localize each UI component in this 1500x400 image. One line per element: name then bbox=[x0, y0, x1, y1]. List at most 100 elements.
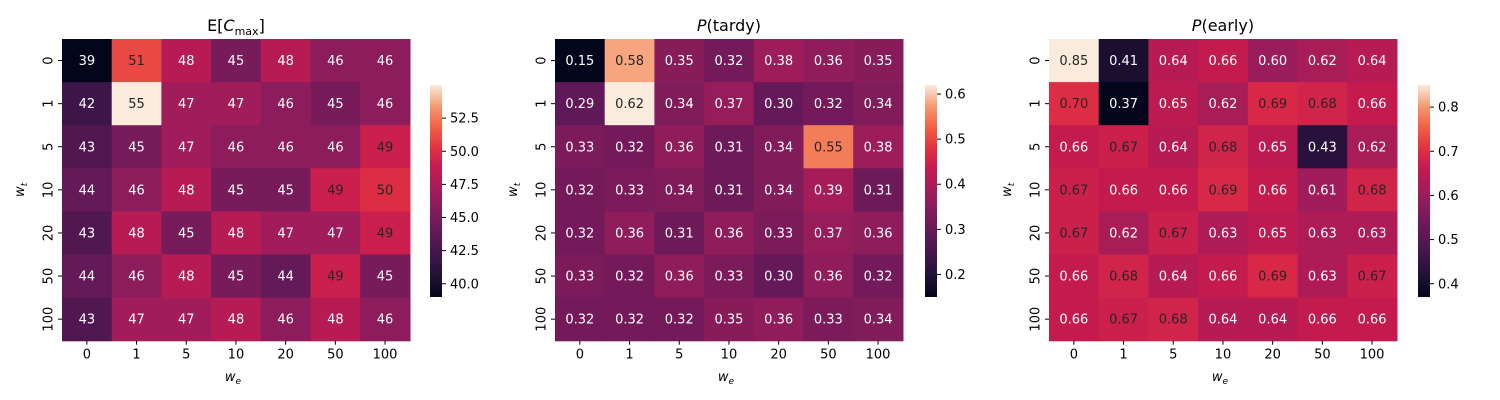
cell-value-label: 39 bbox=[79, 54, 96, 69]
cell-value-label: 0.63 bbox=[1308, 270, 1337, 285]
y-tick-label: 10 bbox=[535, 182, 550, 199]
heatmap-cell bbox=[111, 211, 162, 256]
y-tick-label: 10 bbox=[1029, 182, 1044, 199]
heatmap-cell bbox=[161, 211, 212, 256]
heatmap-cell bbox=[604, 82, 655, 126]
cell-value-label: 0.66 bbox=[1059, 313, 1088, 328]
heatmap-cell bbox=[604, 297, 655, 342]
cell-value-label: 0.37 bbox=[714, 97, 743, 112]
colorbar-tick-label: 0.4 bbox=[1438, 277, 1459, 292]
heatmap-cell bbox=[1098, 125, 1149, 169]
cell-value-label: 0.66 bbox=[1059, 140, 1088, 155]
cell-value-label: 0.32 bbox=[615, 140, 644, 155]
cell-value-label: 0.35 bbox=[714, 313, 743, 328]
cell-value-label: 46 bbox=[228, 140, 245, 155]
heatmap-cell bbox=[1247, 297, 1299, 342]
cell-value-label: 0.34 bbox=[864, 313, 893, 328]
colorbar-tick-label: 50.0 bbox=[450, 145, 479, 160]
y-axis-label: wt bbox=[1000, 182, 1017, 197]
cell-value-label: 0.64 bbox=[1258, 313, 1287, 328]
heatmap-cell bbox=[1148, 254, 1199, 299]
heatmap-cell bbox=[654, 297, 705, 342]
chart-title: P(tardy) bbox=[697, 16, 761, 35]
cell-value-label: 0.58 bbox=[615, 54, 644, 69]
heatmap-cell bbox=[260, 39, 312, 83]
cell-value-label: 43 bbox=[79, 313, 96, 328]
cell-value-label: 48 bbox=[128, 226, 145, 241]
heatmap-cell bbox=[1347, 82, 1398, 126]
cell-value-label: 0.60 bbox=[1258, 54, 1287, 69]
cell-value-label: 48 bbox=[277, 54, 294, 69]
cell-value-label: 0.67 bbox=[1059, 226, 1088, 241]
x-tick-label: 0 bbox=[83, 348, 91, 363]
heatmap-cell bbox=[1049, 211, 1100, 256]
heatmap-cell bbox=[161, 39, 212, 83]
cell-value-label: 0.66 bbox=[1258, 183, 1287, 198]
x-axis-label: we bbox=[718, 370, 735, 387]
colorbar-tick-label: 42.5 bbox=[450, 244, 479, 259]
heatmap-cell bbox=[753, 254, 805, 299]
heatmap-cell bbox=[211, 168, 262, 212]
heatmap-cell bbox=[654, 254, 705, 299]
cell-value-label: 48 bbox=[228, 226, 245, 241]
heatmap-cell bbox=[211, 254, 262, 299]
heatmap-cell bbox=[704, 254, 755, 299]
heatmap-cell bbox=[654, 211, 705, 256]
cell-value-label: 0.64 bbox=[1159, 54, 1188, 69]
heatmap-cell bbox=[360, 297, 411, 342]
cell-value-label: 46 bbox=[377, 97, 394, 112]
heatmap-cell bbox=[1297, 297, 1348, 342]
cell-value-label: 0.32 bbox=[565, 183, 594, 198]
cell-value-label: 0.68 bbox=[1159, 313, 1188, 328]
heatmap-cell bbox=[704, 82, 755, 126]
y-tick-label: 100 bbox=[535, 307, 550, 332]
x-tick-label: 0 bbox=[576, 348, 584, 363]
heatmap-cell bbox=[310, 297, 361, 342]
cell-value-label: 43 bbox=[79, 226, 96, 241]
cell-value-label: 0.32 bbox=[565, 226, 594, 241]
x-tick-label: 20 bbox=[1264, 348, 1281, 363]
heatmap-cell bbox=[803, 39, 854, 83]
heatmap-cell bbox=[604, 211, 655, 256]
cell-value-label: 48 bbox=[178, 54, 195, 69]
heatmap-cell bbox=[1297, 82, 1348, 126]
cell-value-label: 0.41 bbox=[1109, 54, 1138, 69]
heatmap-cell bbox=[111, 125, 162, 169]
heatmap-cell bbox=[1347, 125, 1398, 169]
colorbar-tick-label: 0.6 bbox=[1438, 189, 1459, 204]
heatmap-cell bbox=[704, 211, 755, 256]
heatmap-cell bbox=[1148, 82, 1199, 126]
heatmap-cell bbox=[1148, 125, 1199, 169]
heatmap-cell bbox=[1049, 82, 1100, 126]
x-tick-label: 20 bbox=[277, 348, 294, 363]
cell-value-label: 47 bbox=[178, 140, 195, 155]
cell-value-label: 46 bbox=[377, 54, 394, 69]
cell-value-label: 0.55 bbox=[814, 140, 843, 155]
heatmap-cell bbox=[260, 82, 312, 126]
heatmap-cell bbox=[1148, 39, 1199, 83]
heatmap-cell bbox=[704, 297, 755, 342]
y-tick-label: 100 bbox=[1029, 307, 1044, 332]
cell-value-label: 0.30 bbox=[764, 97, 793, 112]
cell-value-label: 44 bbox=[79, 270, 96, 285]
cell-value-label: 0.35 bbox=[864, 54, 893, 69]
heatmap-cell bbox=[1148, 297, 1199, 342]
heatmap-cell bbox=[753, 211, 805, 256]
cell-value-label: 0.66 bbox=[1059, 270, 1088, 285]
colorbar-tick-label: 47.5 bbox=[450, 178, 479, 193]
cell-value-label: 48 bbox=[228, 313, 245, 328]
cell-value-label: 0.15 bbox=[565, 54, 594, 69]
cell-value-label: 0.85 bbox=[1059, 54, 1088, 69]
x-tick-label: 100 bbox=[866, 348, 891, 363]
heatmap-cell bbox=[360, 39, 411, 83]
heatmap-cell bbox=[161, 82, 212, 126]
cell-value-label: 0.29 bbox=[565, 97, 594, 112]
heatmap-cell bbox=[111, 297, 162, 342]
colorbar-tick-label: 40.0 bbox=[450, 277, 479, 292]
cell-value-label: 46 bbox=[377, 313, 394, 328]
chart-title: E[Cmax] bbox=[207, 16, 265, 38]
cell-value-label: 0.68 bbox=[1358, 183, 1387, 198]
cell-value-label: 46 bbox=[327, 140, 344, 155]
heatmap-cell bbox=[1198, 168, 1249, 212]
